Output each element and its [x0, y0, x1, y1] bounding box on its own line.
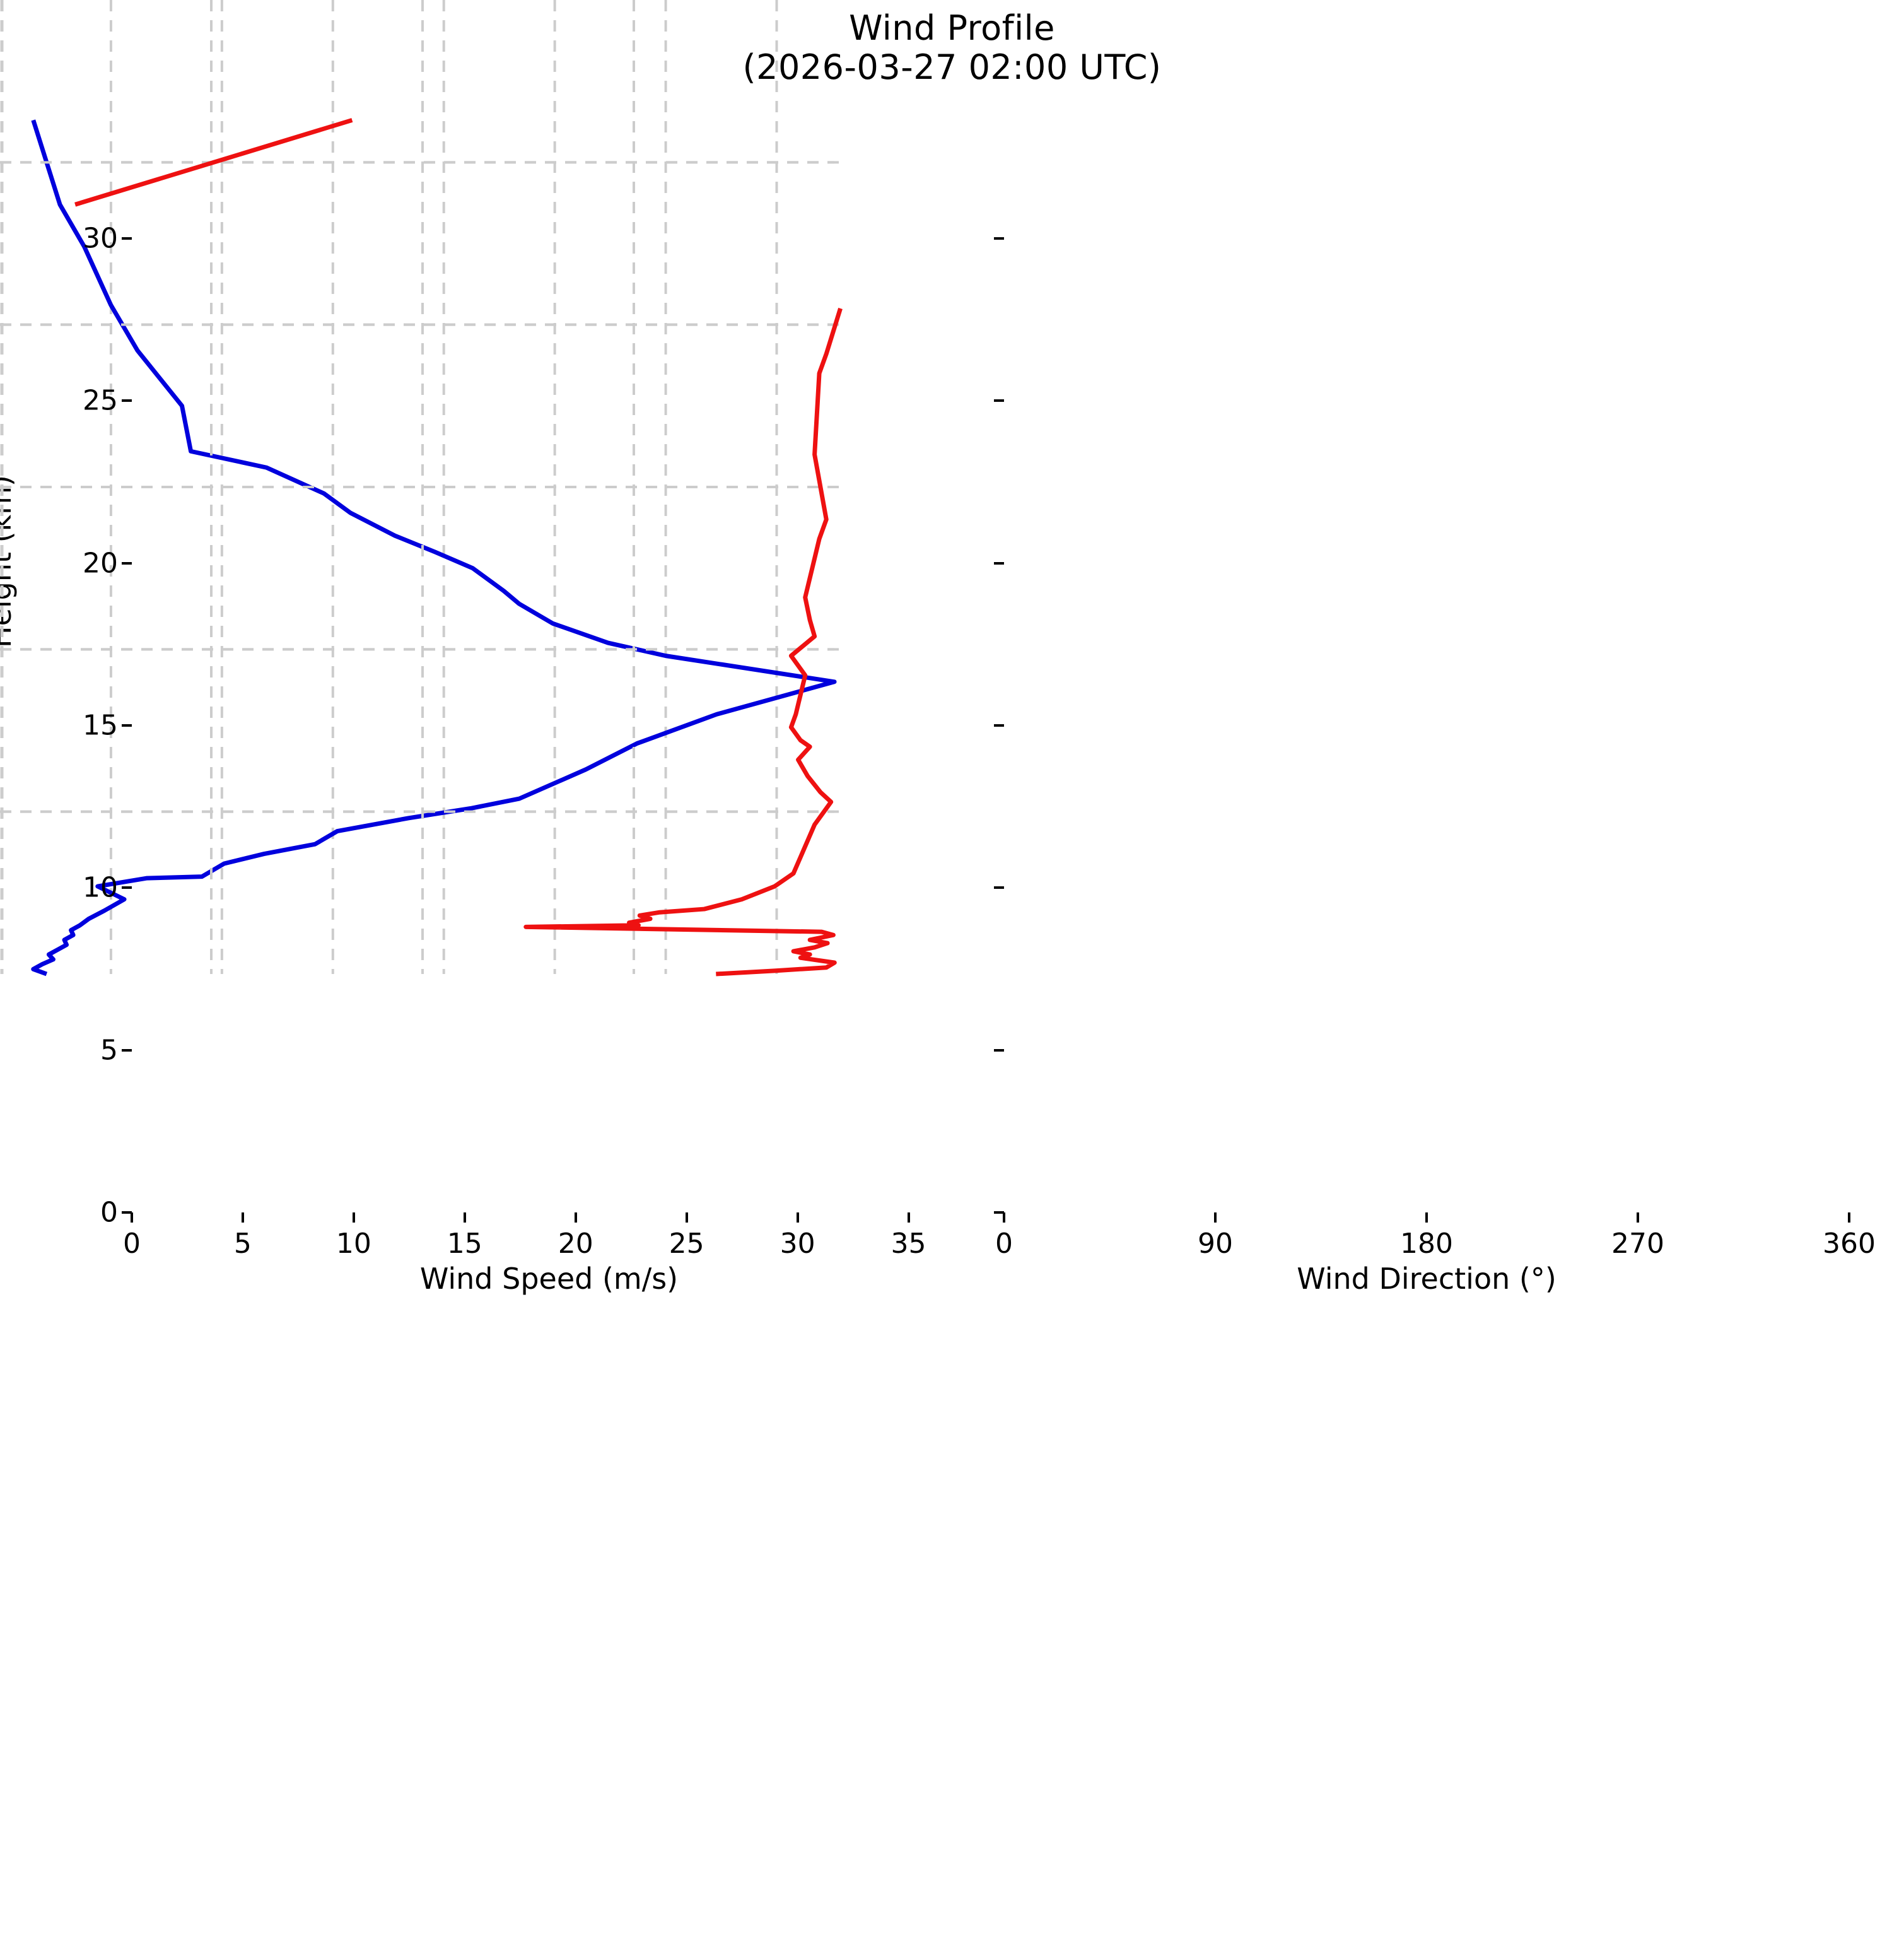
figure-title: Wind Profile (2026-03-27 02:00 UTC) — [0, 9, 1904, 87]
x-tick-label: 90 — [1198, 1228, 1233, 1260]
x-tick-label: 360 — [1823, 1228, 1876, 1260]
x-tick-label: 180 — [1400, 1228, 1453, 1260]
x-tick-mark — [241, 1212, 244, 1223]
x-tick-label: 25 — [669, 1228, 704, 1260]
y-tick-mark — [122, 1211, 132, 1214]
y-tick-label: 15 — [83, 709, 118, 742]
title-main-text: Wind Profile — [849, 8, 1055, 48]
x-tick-mark — [131, 1212, 133, 1223]
wind-direction-plot-svg — [0, 0, 845, 977]
y-tick-mark — [122, 399, 132, 402]
x-tick-mark — [907, 1212, 910, 1223]
x-tick-mark — [463, 1212, 466, 1223]
y-tick-mark — [994, 237, 1004, 240]
x-tick-label: 35 — [891, 1228, 926, 1260]
data-series-line — [31, 119, 837, 977]
y-tick-mark — [994, 724, 1004, 727]
x-tick-mark — [1003, 1212, 1005, 1223]
y-tick-label: 30 — [83, 222, 118, 255]
x-tick-label: 0 — [995, 1228, 1013, 1260]
x-tick-label: 0 — [123, 1228, 141, 1260]
y-tick-label: 25 — [83, 384, 118, 417]
y-tick-mark — [994, 561, 1004, 565]
x-tick-label: 5 — [233, 1228, 252, 1260]
x-tick-label: 10 — [336, 1228, 371, 1260]
y-tick-mark — [122, 561, 132, 565]
y-tick-mark — [994, 399, 1004, 402]
x-tick-mark — [685, 1212, 688, 1223]
x-tick-mark — [574, 1212, 577, 1223]
title-subtitle-text: (2026-03-27 02:00 UTC) — [742, 47, 1162, 87]
y-tick-mark — [122, 886, 132, 889]
y-tick-label: 10 — [83, 871, 118, 904]
x-tick-label: 30 — [780, 1228, 815, 1260]
y-tick-mark — [122, 724, 132, 727]
x-tick-mark — [1425, 1212, 1428, 1223]
data-series-line — [523, 307, 843, 977]
x-axis-label-right: Wind Direction (°) — [1297, 1262, 1556, 1296]
x-tick-mark — [1637, 1212, 1639, 1223]
data-series-line — [74, 118, 353, 207]
x-tick-mark — [1848, 1212, 1850, 1223]
x-tick-mark — [796, 1212, 799, 1223]
y-tick-mark — [994, 1211, 1004, 1214]
wind-direction-axes — [0, 0, 845, 1948]
y-tick-mark — [994, 886, 1004, 889]
x-tick-mark — [352, 1212, 355, 1223]
x-tick-label: 20 — [558, 1228, 593, 1260]
x-tick-label: 270 — [1611, 1228, 1664, 1260]
y-tick-label: 5 — [100, 1034, 118, 1067]
x-axis-label-left: Wind Speed (m/s) — [419, 1262, 679, 1296]
y-tick-label: 20 — [83, 547, 118, 580]
y-tick-mark — [122, 237, 132, 240]
y-tick-mark — [122, 1048, 132, 1052]
y-tick-mark — [994, 1048, 1004, 1052]
wind-profile-figure: Wind Profile (2026-03-27 02:00 UTC) Heig… — [0, 0, 1904, 1296]
y-tick-label: 0 — [100, 1196, 118, 1229]
x-tick-label: 15 — [447, 1228, 482, 1260]
x-tick-mark — [1214, 1212, 1217, 1223]
